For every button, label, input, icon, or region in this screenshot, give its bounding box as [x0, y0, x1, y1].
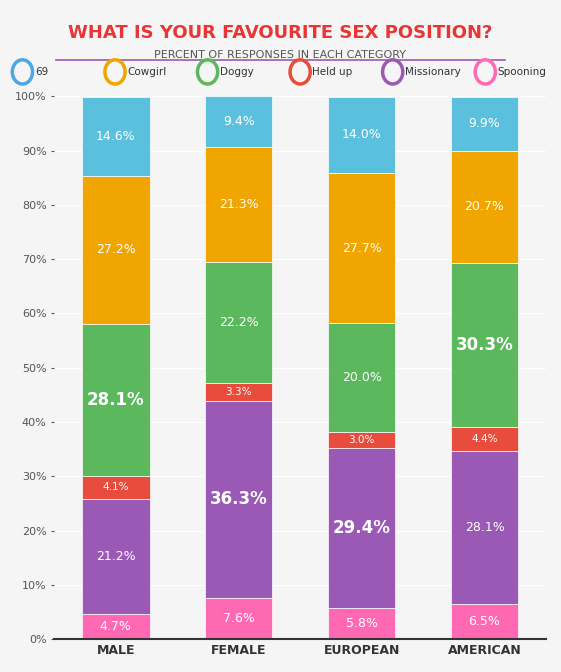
Bar: [82, 614, 150, 639]
Bar: [82, 499, 150, 614]
Bar: [82, 324, 150, 476]
Bar: [328, 173, 396, 323]
Text: 22.2%: 22.2%: [219, 316, 259, 329]
Bar: [205, 598, 273, 639]
Text: 28.1%: 28.1%: [87, 391, 145, 409]
Text: 21.2%: 21.2%: [96, 550, 136, 562]
Text: Cowgirl: Cowgirl: [127, 67, 167, 77]
Bar: [328, 323, 396, 432]
Bar: [450, 427, 518, 452]
Text: 20.7%: 20.7%: [465, 200, 504, 213]
Text: 20.0%: 20.0%: [342, 371, 381, 384]
Bar: [328, 97, 396, 173]
Text: 5.8%: 5.8%: [346, 617, 378, 630]
Text: 28.1%: 28.1%: [465, 521, 504, 534]
Text: 29.4%: 29.4%: [333, 519, 390, 537]
Bar: [82, 176, 150, 324]
Text: Missionary: Missionary: [405, 67, 461, 77]
Bar: [450, 151, 518, 263]
Bar: [450, 452, 518, 604]
Text: 21.3%: 21.3%: [219, 198, 259, 211]
Bar: [82, 476, 150, 499]
Text: 3.0%: 3.0%: [348, 435, 375, 445]
Bar: [328, 448, 396, 607]
Text: 14.0%: 14.0%: [342, 128, 381, 141]
Bar: [205, 262, 273, 383]
Text: 27.2%: 27.2%: [96, 243, 136, 257]
Text: 36.3%: 36.3%: [210, 491, 268, 508]
Text: 9.9%: 9.9%: [468, 117, 500, 130]
Text: PERCENT OF RESPONSES IN EACH CATEGORY: PERCENT OF RESPONSES IN EACH CATEGORY: [154, 50, 407, 60]
Text: 7.6%: 7.6%: [223, 612, 255, 625]
Bar: [450, 604, 518, 639]
Text: WHAT IS YOUR FAVOURITE SEX POSITION?: WHAT IS YOUR FAVOURITE SEX POSITION?: [68, 24, 493, 42]
Text: 3.3%: 3.3%: [226, 387, 252, 397]
Text: Spooning: Spooning: [498, 67, 546, 77]
Text: 4.7%: 4.7%: [100, 620, 132, 633]
Bar: [205, 401, 273, 598]
Text: 69: 69: [35, 67, 48, 77]
Bar: [82, 97, 150, 176]
Text: 30.3%: 30.3%: [456, 336, 513, 354]
Text: 27.7%: 27.7%: [342, 241, 381, 255]
Bar: [328, 432, 396, 448]
Bar: [205, 95, 273, 146]
Bar: [205, 383, 273, 401]
Bar: [450, 263, 518, 427]
Text: 6.5%: 6.5%: [468, 615, 500, 628]
Text: Held up: Held up: [312, 67, 353, 77]
Bar: [205, 146, 273, 262]
Text: 14.6%: 14.6%: [96, 130, 136, 143]
Bar: [328, 607, 396, 639]
Text: 4.4%: 4.4%: [471, 434, 498, 444]
Bar: [450, 97, 518, 151]
Text: Doggy: Doggy: [220, 67, 254, 77]
Text: 4.1%: 4.1%: [103, 482, 129, 493]
Text: 9.4%: 9.4%: [223, 115, 255, 128]
